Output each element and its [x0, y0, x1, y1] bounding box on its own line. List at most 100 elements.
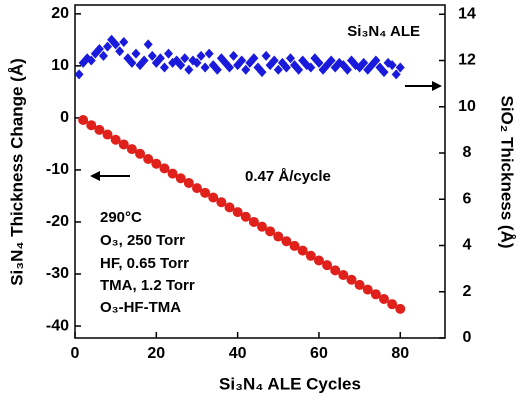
point	[191, 183, 202, 194]
point	[127, 57, 137, 68]
point	[229, 50, 239, 61]
point	[102, 129, 113, 140]
point	[326, 55, 336, 66]
point	[216, 197, 227, 208]
point	[265, 226, 276, 237]
point	[306, 62, 316, 73]
point	[261, 50, 271, 61]
point	[305, 250, 316, 261]
point	[379, 293, 390, 304]
point	[224, 202, 235, 213]
y-tick-label: 0	[60, 109, 69, 126]
point	[314, 57, 324, 68]
point	[126, 144, 137, 155]
point	[269, 55, 279, 66]
point	[175, 173, 186, 184]
point	[313, 255, 324, 266]
point	[74, 69, 84, 80]
point	[322, 260, 333, 271]
point	[330, 265, 341, 276]
plot-frame	[74, 4, 446, 339]
point	[111, 39, 121, 50]
x-tick-label: 0	[71, 345, 80, 362]
point	[297, 245, 308, 256]
point	[143, 39, 153, 50]
point	[225, 62, 235, 73]
y2-tick-label: 0	[463, 329, 472, 346]
point	[159, 62, 169, 73]
point	[346, 274, 357, 285]
point	[115, 46, 125, 57]
point	[359, 57, 369, 68]
y2-tick-label: 2	[463, 283, 472, 300]
x-axis-title: Si₃N₄ ALE Cycles	[219, 374, 361, 393]
point	[123, 53, 133, 64]
point	[395, 303, 406, 314]
point	[118, 139, 129, 150]
point	[192, 57, 202, 68]
point	[176, 60, 186, 71]
point	[86, 55, 96, 66]
point	[184, 64, 194, 75]
point	[155, 53, 165, 64]
annotation: 290°C	[100, 209, 142, 226]
point	[159, 163, 170, 174]
point	[257, 67, 267, 78]
point	[281, 236, 292, 247]
point	[387, 60, 397, 71]
point	[273, 64, 283, 75]
y-tick-label: -20	[46, 213, 69, 230]
y-tick-label: -10	[46, 161, 69, 178]
point	[167, 168, 178, 179]
point	[200, 62, 210, 73]
y2-tick-label: 4	[463, 237, 472, 254]
point	[183, 177, 194, 188]
point	[248, 216, 259, 227]
point	[147, 50, 157, 61]
x-tick-label: 80	[391, 345, 409, 362]
point	[232, 207, 243, 218]
point	[370, 289, 381, 300]
point	[257, 221, 268, 232]
y-axis-title: Si₃N₄ Thickness Change (Å)	[7, 58, 26, 286]
y-tick-label: -30	[46, 265, 69, 282]
point	[204, 48, 214, 59]
y-tick-label: 20	[51, 5, 69, 22]
x-tick-label: 20	[147, 345, 165, 362]
y2-tick-label: 8	[463, 144, 472, 161]
y2-tick-label: 12	[458, 52, 476, 69]
point	[338, 270, 349, 281]
point	[294, 64, 304, 75]
point	[86, 120, 97, 131]
point	[110, 134, 121, 145]
point	[273, 231, 284, 242]
point	[342, 64, 352, 75]
y2-tick-label: 6	[463, 190, 472, 207]
point	[78, 114, 89, 125]
point	[103, 41, 113, 52]
x-tick-label: 60	[310, 345, 328, 362]
point	[387, 299, 398, 310]
point	[391, 69, 401, 80]
point	[143, 154, 154, 165]
y-tick-label: -40	[46, 317, 69, 334]
arrow-right	[405, 81, 442, 91]
point	[139, 55, 149, 66]
point	[131, 48, 141, 59]
point	[285, 53, 295, 64]
point	[94, 43, 104, 54]
annotation: O₃, 250 Torr	[100, 232, 185, 249]
y2-tick-label: 10	[458, 98, 476, 115]
point	[164, 48, 174, 59]
point	[362, 284, 373, 295]
point	[200, 187, 211, 198]
point	[289, 240, 300, 251]
annotation: O₃-HF-TMA	[100, 299, 181, 316]
y-tick-label: 10	[51, 57, 69, 74]
point	[212, 64, 222, 75]
annotation: TMA, 1.2 Torr	[100, 277, 195, 294]
point	[196, 50, 206, 61]
point	[395, 62, 405, 73]
point	[180, 53, 190, 64]
